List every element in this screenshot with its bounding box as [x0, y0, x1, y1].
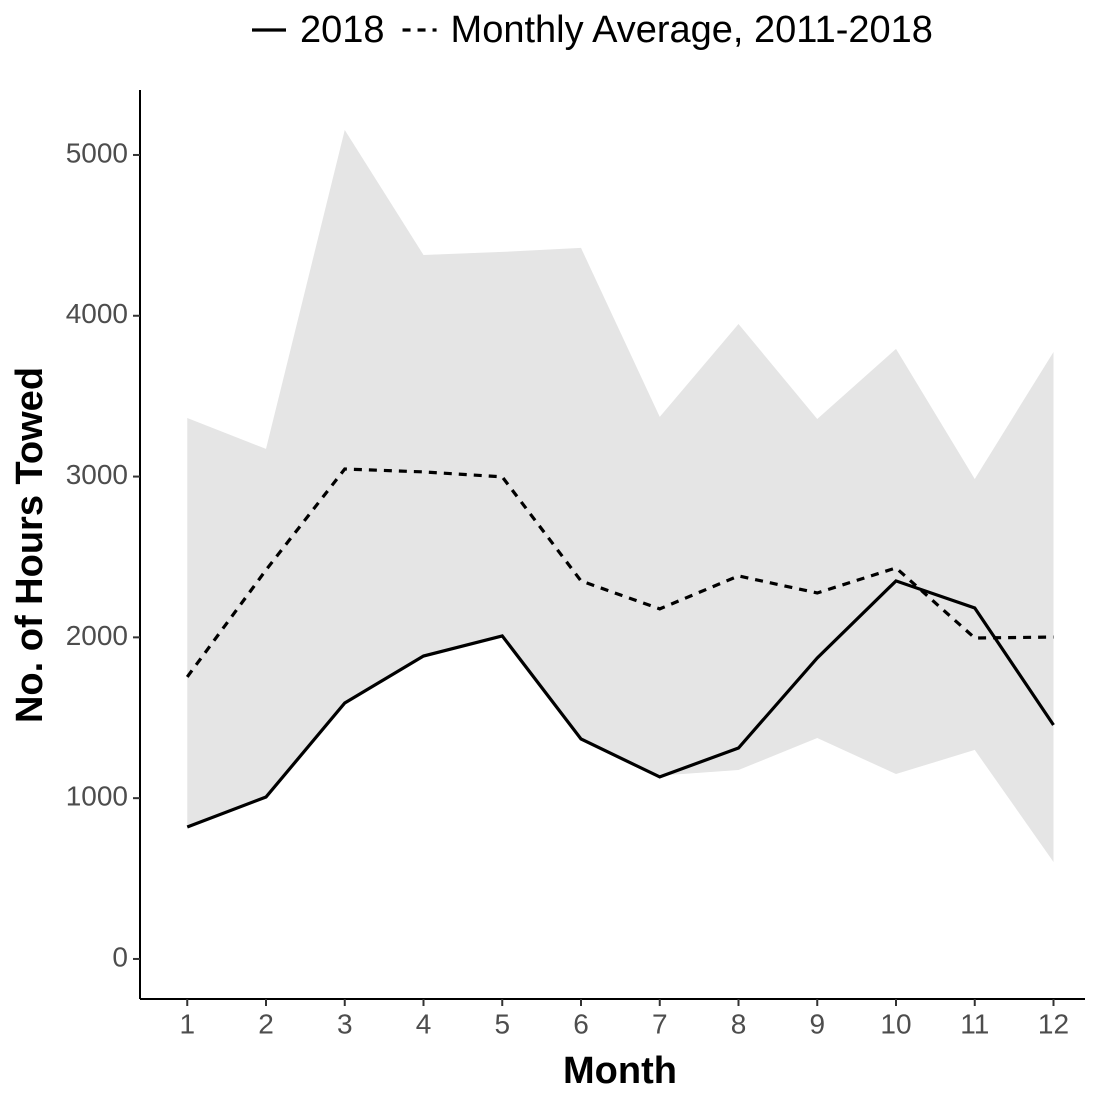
legend-label: 2018	[300, 9, 385, 51]
series-line	[185, 467, 1054, 678]
x-tick-label: 10	[880, 1008, 911, 1039]
x-tick-label: 3	[337, 1008, 353, 1039]
y-tick-label: 3000	[66, 459, 128, 490]
x-tick-label: 11	[960, 1008, 989, 1039]
x-tick-label: 8	[731, 1008, 747, 1039]
y-tick-label: 1000	[66, 781, 128, 812]
y-tick-label: 4000	[66, 298, 128, 329]
y-tick-label: 2000	[66, 620, 128, 651]
x-tick-label: 12	[1038, 1008, 1069, 1039]
x-tick-label: 6	[573, 1008, 589, 1039]
x-tick-label: 5	[494, 1008, 510, 1039]
x-tick-label: 4	[416, 1008, 432, 1039]
x-tick-label: 2	[258, 1008, 274, 1039]
range-band	[187, 130, 1054, 862]
legend-label: Monthly Average, 2011-2018	[451, 9, 933, 51]
x-tick-label: 9	[809, 1008, 825, 1039]
series-line	[186, 579, 1055, 829]
x-axis-title: Month	[563, 1050, 677, 1092]
x-tick-label: 7	[652, 1008, 668, 1039]
y-tick-label: 0	[112, 941, 128, 972]
y-axis-title: No. of Hours Towed	[9, 367, 51, 723]
x-tick-label: 1	[179, 1008, 195, 1039]
y-tick-label: 5000	[66, 137, 128, 168]
